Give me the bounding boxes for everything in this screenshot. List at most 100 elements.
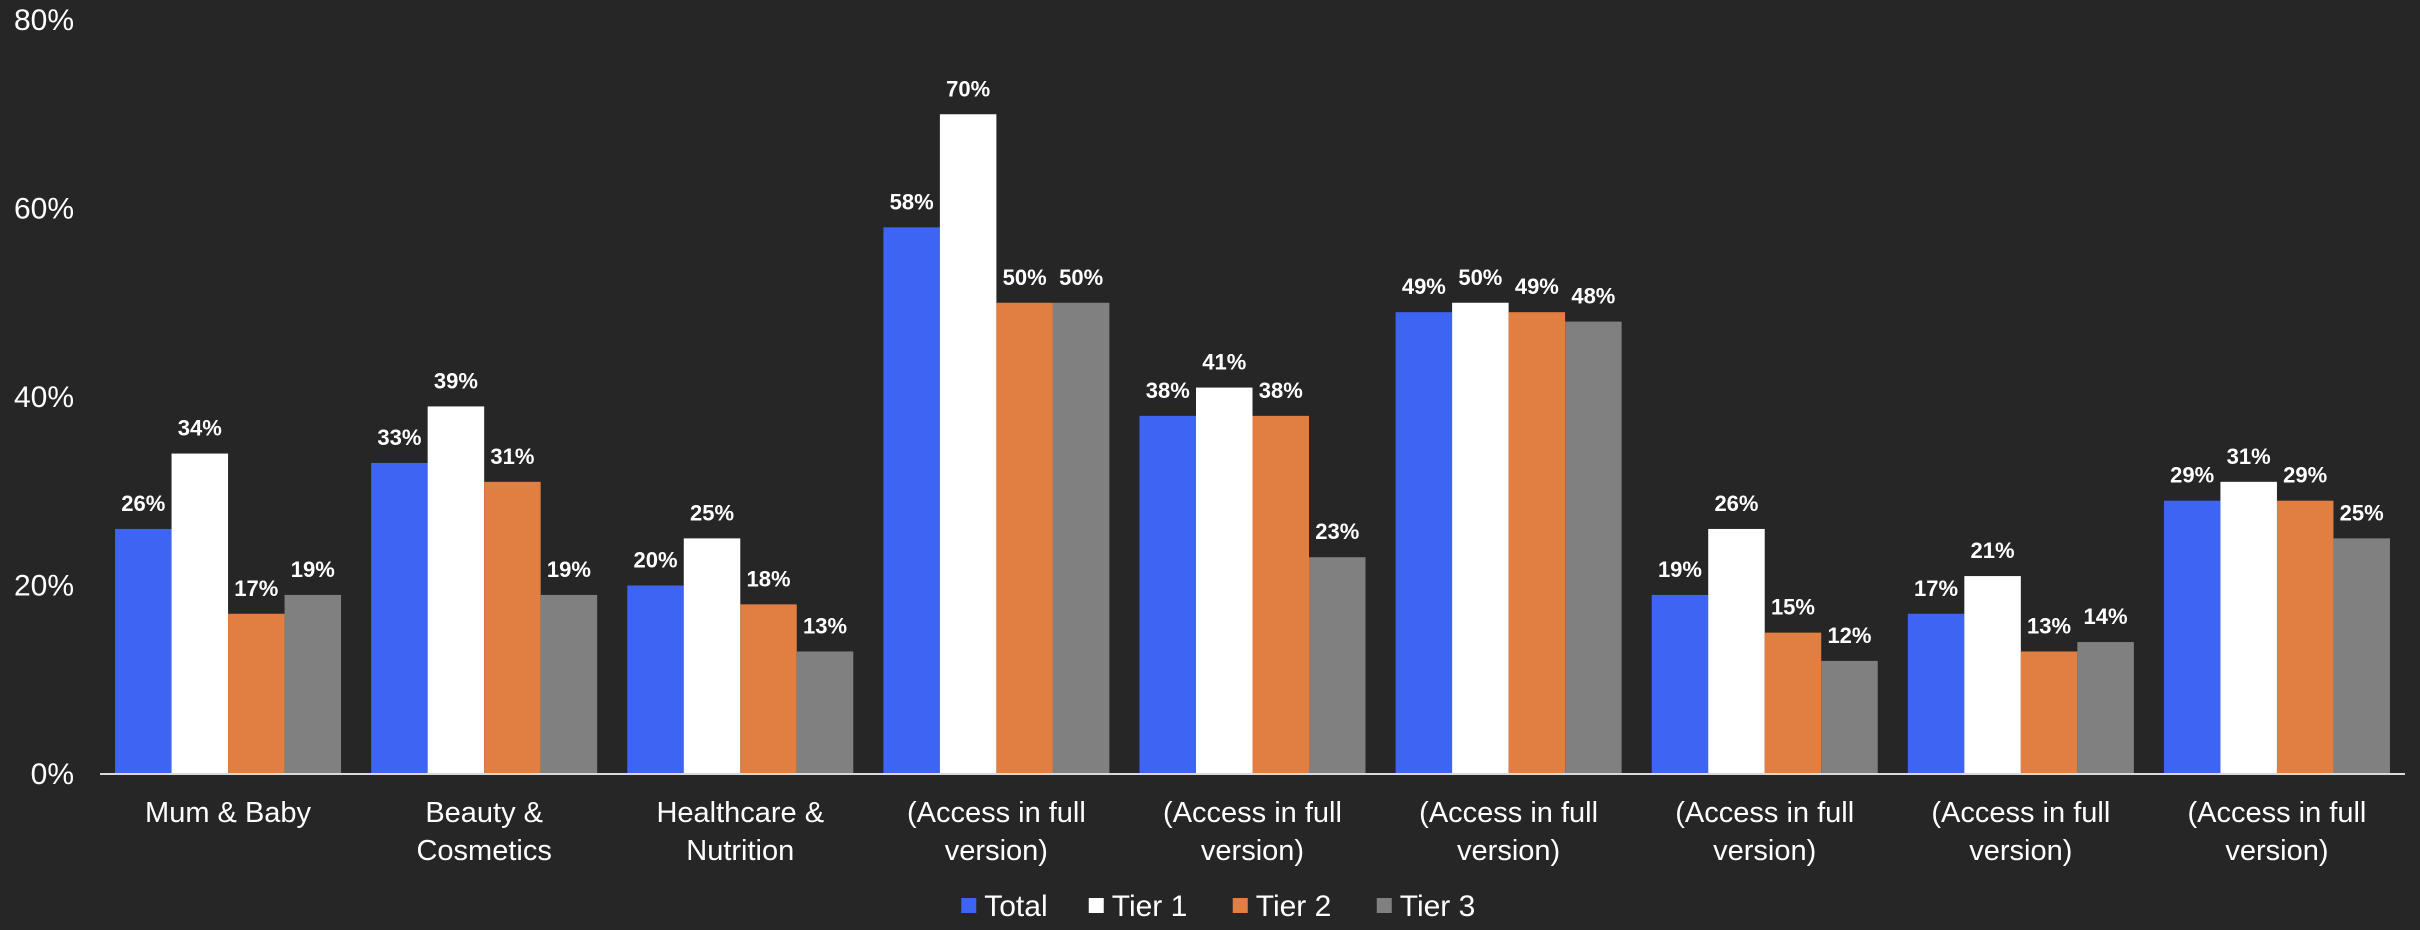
y-tick-label: 40% [14,381,74,414]
data-label: 50% [1003,265,1047,290]
bar-tier-2 [1508,312,1566,774]
y-axis: 0% 20% 40% 60% 80% [14,4,74,791]
data-label: 50% [1458,265,1502,290]
y-tick-label: 80% [14,4,74,37]
bar-total [2163,500,2221,774]
data-label: 14% [2084,604,2128,629]
data-label: 58% [890,189,934,214]
bar-tier-3 [284,594,342,774]
data-label: 23% [1315,519,1359,544]
x-category-label: Mum & Baby [145,797,311,829]
bar-tier-1 [1708,528,1765,774]
y-tick-label: 60% [14,193,74,226]
data-label: 38% [1146,378,1190,403]
bar-tier-1 [1964,576,2021,774]
data-label: 70% [946,76,990,101]
bar-tier-2 [484,481,541,774]
data-label: 20% [634,548,678,573]
legend-swatch [1232,898,1248,913]
data-label: 48% [1571,284,1615,309]
bar-total [371,462,428,774]
data-label: 17% [1914,576,1958,601]
bar-total [883,227,940,775]
data-label: 26% [121,491,165,516]
bar-total [1907,613,1965,774]
bar-tier-1 [427,406,485,774]
legend-swatch [1376,898,1392,913]
bar-tier-1 [2220,481,2277,774]
data-label: 33% [377,425,421,450]
legend-label: Tier 3 [1400,890,1476,923]
legend-label: Tier 1 [1112,890,1188,923]
bar-tier-2 [2020,651,2078,774]
data-label: 12% [1827,623,1871,648]
data-label: 25% [690,500,734,525]
y-tick-label: 20% [14,570,74,603]
data-label: 49% [1402,274,1446,299]
bar-tier-3 [540,594,598,774]
x-category-label: (Access in full version) [2187,797,2366,867]
bar-total [627,585,684,774]
legend-label: Tier 2 [1256,890,1332,923]
legend: Total Tier 1 Tier 2 Tier 3 [961,890,1475,923]
bar-tier-3 [1821,660,1878,774]
bar-tier-2 [740,604,797,774]
data-label: 49% [1515,274,1559,299]
data-labels: 26% 34% 17% 19% 33% 39% 31% 19% 20% 25% 18% 13% 58% 7… [121,76,2383,648]
bar-tier-1 [171,453,229,774]
bar-tier-3 [1052,302,1110,774]
legend-swatch [961,898,977,913]
x-category-label: (Access in full version) [907,797,1086,867]
data-label: 13% [2027,613,2071,638]
data-label: 19% [547,557,591,582]
data-label: 15% [1771,595,1815,620]
bar-tier-3 [796,651,854,774]
data-label: 34% [178,416,222,441]
x-category-label: Beauty & Cosmetics [416,797,551,867]
data-label: 29% [2283,463,2327,488]
bar-tier-3 [1565,321,1622,774]
y-tick-label: 0% [31,758,74,791]
data-label: 25% [2340,500,2384,525]
bar-tier-1 [683,538,741,774]
bar-tier-2 [2276,500,2334,774]
x-category-label: (Access in full version) [1931,797,2110,867]
data-label: 31% [490,444,534,469]
bar-total [1139,415,1196,774]
bar-tier-2 [1252,415,1309,774]
data-label: 38% [1259,378,1303,403]
data-label: 39% [434,368,478,393]
x-category-label: (Access in full version) [1163,797,1342,867]
bar-tier-1 [1452,302,1509,774]
bar-tier-2 [1764,632,1822,774]
data-label: 21% [1971,538,2015,563]
x-category-label: (Access in full version) [1675,797,1854,867]
data-label: 50% [1059,265,1103,290]
data-label: 41% [1202,350,1246,375]
data-label: 19% [291,557,335,582]
data-label: 26% [1714,491,1758,516]
bar-total [115,528,172,774]
data-label: 13% [803,613,847,638]
bar-tier-2 [996,302,1053,774]
bar-tier-1 [939,114,997,774]
data-label: 18% [747,566,791,591]
bar-total [1651,594,1709,774]
bars [115,114,2390,775]
data-label: 17% [234,576,278,601]
data-label: 19% [1658,557,1702,582]
data-label: 29% [2170,463,2214,488]
x-category-label: Healthcare & Nutrition [656,797,824,867]
bar-tier-3 [2077,642,2134,774]
legend-label: Total [984,890,1047,923]
x-category-label: (Access in full version) [1419,797,1598,867]
legend-swatch [1088,898,1104,913]
x-axis-categories: Mum & Baby Beauty & Cosmetics Healthcare & N… [145,797,2366,867]
bar-tier-3 [2333,538,2390,774]
bar-total [1395,312,1453,774]
bar-tier-2 [228,613,285,774]
data-label: 31% [2227,444,2271,469]
bar-tier-1 [1196,387,1253,774]
bar-tier-3 [1309,557,1366,774]
